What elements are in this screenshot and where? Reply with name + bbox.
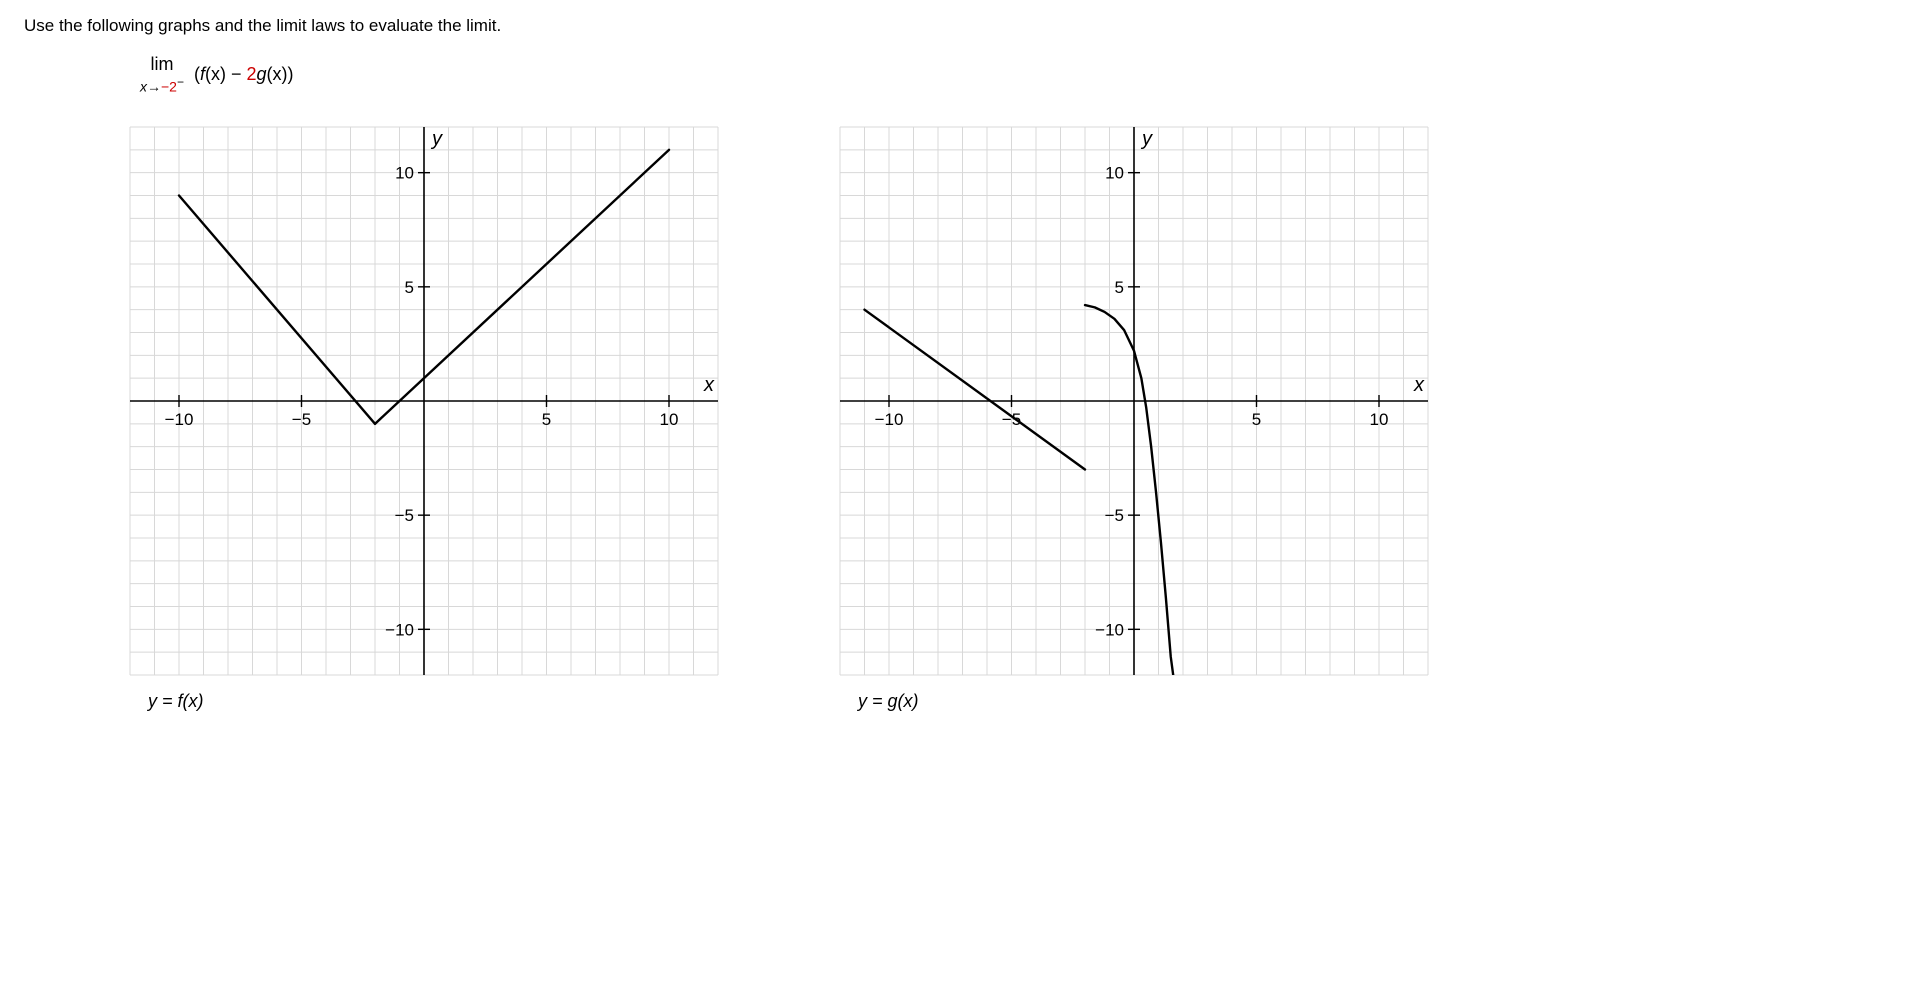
svg-text:5: 5 [1252, 410, 1261, 429]
expr-minus: − [226, 64, 247, 84]
chart-g: −10 −5 5 10 −10 −5 5 10 y x [834, 121, 1434, 681]
caption-f-lhs: y = [148, 691, 178, 711]
caption-f-arg: (x) [183, 691, 204, 711]
svg-text:−5: −5 [292, 410, 311, 429]
expr-close: ) [288, 64, 294, 84]
expr-g: g [257, 64, 267, 84]
svg-text:5: 5 [542, 410, 551, 429]
lim-side: − [177, 75, 184, 89]
expr-coef: 2 [247, 64, 257, 84]
svg-text:x: x [703, 374, 715, 396]
svg-text:10: 10 [1370, 410, 1389, 429]
svg-text:10: 10 [660, 410, 679, 429]
expr-g-arg: (x) [267, 64, 288, 84]
svg-text:y: y [1140, 128, 1153, 150]
svg-text:−10: −10 [1095, 620, 1124, 639]
svg-text:−5: −5 [395, 506, 414, 525]
chart-f-caption: y = f(x) [124, 691, 724, 712]
svg-text:5: 5 [1115, 277, 1124, 296]
svg-text:10: 10 [395, 163, 414, 182]
svg-text:−10: −10 [875, 410, 904, 429]
svg-text:−5: −5 [1105, 506, 1124, 525]
chart-g-block: −10 −5 5 10 −10 −5 5 10 y x y = g(x) [834, 121, 1434, 712]
caption-g-fn: g [888, 691, 898, 711]
chart-f: −10 −5 5 10 −10 −5 5 10 y x [124, 121, 724, 681]
caption-g-arg: (x) [898, 691, 919, 711]
lim-approach: x→−2− [140, 75, 184, 95]
chart-f-block: −10 −5 5 10 −10 −5 5 10 y x y = f(x) [124, 121, 724, 712]
charts-row: −10−5510−10−5510yx y = f(x) −10−5510−10−… [124, 121, 1898, 712]
svg-text:−10: −10 [385, 620, 414, 639]
lim-arrow: → [147, 79, 161, 95]
svg-text:−5: −5 [1002, 410, 1021, 429]
lim-var: x [140, 79, 147, 95]
expr-f-arg: (x) [205, 64, 226, 84]
lim-value: −2 [161, 79, 177, 95]
svg-text:10: 10 [1105, 163, 1124, 182]
svg-text:−10: −10 [165, 410, 194, 429]
instruction-text: Use the following graphs and the limit l… [24, 16, 1898, 36]
svg-text:y: y [430, 128, 443, 150]
limit-expression: lim x→−2− (f(x) − 2g(x)) [134, 52, 1898, 97]
caption-g-lhs: y = [858, 691, 888, 711]
svg-text:x: x [1413, 374, 1425, 396]
svg-text:5: 5 [405, 277, 414, 296]
lim-word: lim [140, 54, 184, 75]
chart-g-caption: y = g(x) [834, 691, 1434, 712]
